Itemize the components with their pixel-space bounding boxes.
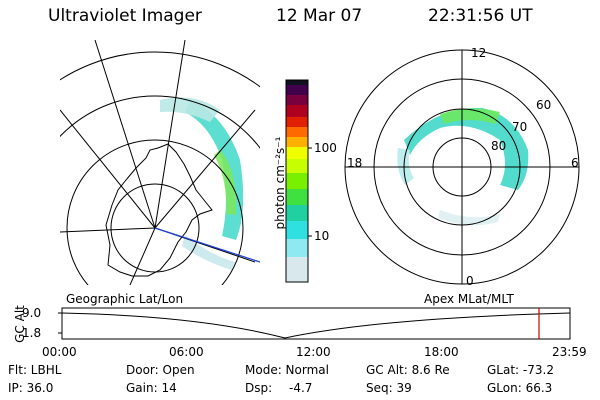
- mlt-label-6: 6: [571, 156, 579, 170]
- coastline: [105, 143, 213, 277]
- time-tick-1200: 12:00: [296, 345, 331, 359]
- observation-date: 12 Mar 07: [276, 6, 363, 26]
- mlt-label-0: 0: [466, 274, 474, 288]
- time-tick-1800: 18:00: [424, 345, 459, 359]
- ip-value: IP: 36.0: [8, 381, 54, 395]
- colorbar-tick-10: 10: [314, 229, 330, 243]
- mlt-label-18: 18: [347, 156, 363, 170]
- dsp-label: Dsp:: [245, 381, 273, 395]
- gain-value: Gain: 14: [126, 381, 177, 395]
- colorbar-unit-label: photon cm⁻²s⁻¹: [273, 136, 287, 230]
- lat-label-60: 60: [536, 98, 552, 112]
- terminator-line: [154, 227, 260, 263]
- gc-altitude: GC Alt: 8.6 Re: [366, 363, 450, 377]
- lat-label-80: 80: [491, 139, 507, 153]
- mode-value: Mode: Normal: [245, 363, 329, 377]
- polar-grid: [344, 49, 580, 285]
- left-panel-label: Geographic Lat/Lon: [66, 292, 184, 306]
- auroral-emission-left: [160, 97, 244, 270]
- colorbar-tick-100: 100: [314, 141, 337, 155]
- mlt-label-12: 12: [471, 46, 487, 60]
- sequence-number: Seq: 39: [366, 381, 412, 395]
- polar-plot: [344, 49, 580, 285]
- altitude-tick-9: 9.0: [22, 306, 42, 320]
- altitude-plot: [58, 307, 571, 340]
- geographic-map: [60, 40, 260, 285]
- instrument-title: Ultraviolet Imager: [48, 6, 202, 26]
- geographic-latitude: GLat: -73.2: [487, 363, 554, 377]
- filter-value: Flt: LBHL: [8, 363, 62, 377]
- observation-time: 22:31:56 UT: [428, 6, 533, 26]
- time-tick-2359: 23:59: [552, 345, 587, 359]
- time-tick-0600: 06:00: [169, 345, 204, 359]
- altitude-tick-1-8: 1.8: [22, 326, 42, 340]
- door-status: Door: Open: [126, 363, 195, 377]
- colorbar: [285, 79, 312, 283]
- time-tick-0000: 00:00: [42, 345, 77, 359]
- right-panel-label: Apex MLat/MLT: [424, 292, 514, 306]
- geographic-longitude: GLon: 66.3: [487, 381, 553, 395]
- dsp-value: -4.7: [289, 381, 313, 395]
- lat-label-70: 70: [512, 120, 528, 134]
